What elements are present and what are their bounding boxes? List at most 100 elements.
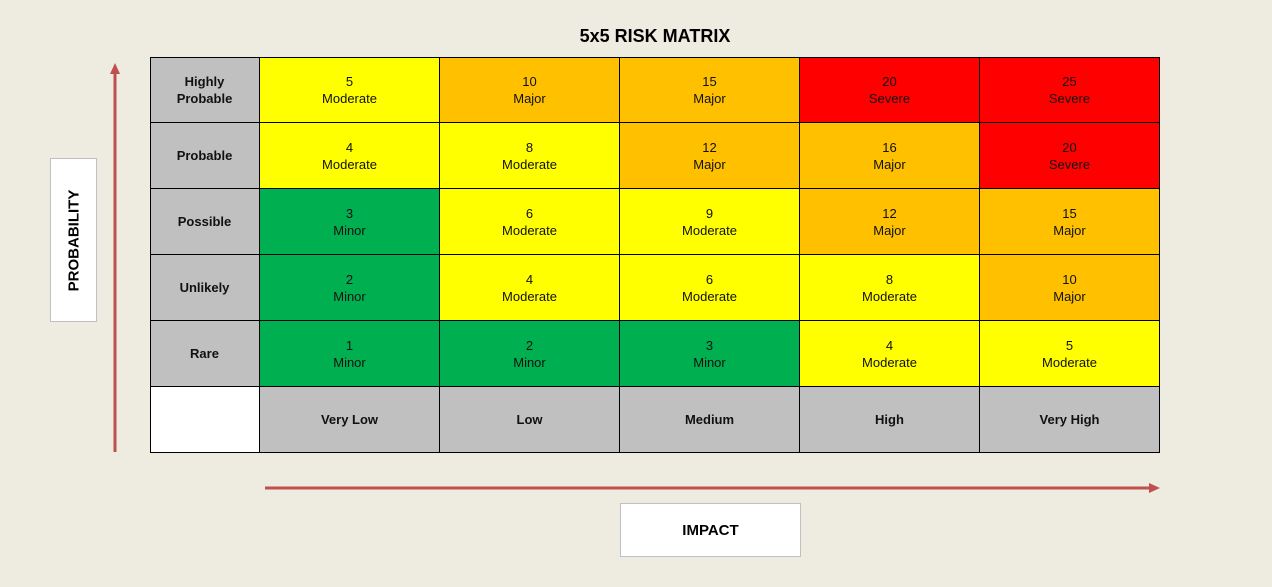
risk-level: Major: [693, 156, 726, 172]
risk-level: Major: [1053, 288, 1086, 304]
risk-level: Major: [513, 90, 546, 106]
risk-cell: 10 Major: [980, 255, 1160, 321]
risk-level: Moderate: [1042, 354, 1097, 370]
risk-cell: 5 Moderate: [260, 57, 440, 123]
risk-cell: 2 Minor: [260, 255, 440, 321]
risk-cell: 15 Major: [980, 189, 1160, 255]
probability-label-text: PROBABILITY: [65, 189, 83, 291]
probability-header-label: Probable: [176, 148, 233, 163]
probability-header: Unlikely: [150, 255, 260, 321]
risk-score: 4: [345, 139, 354, 155]
probability-arrowhead: [110, 63, 120, 74]
probability-header: Possible: [150, 189, 260, 255]
risk-level: Severe: [868, 90, 911, 106]
risk-cell: 16 Major: [800, 123, 980, 189]
risk-level: Major: [1053, 222, 1086, 238]
risk-cell: 4 Moderate: [440, 255, 620, 321]
risk-matrix-grid: Highly Probable 5 Moderate 10 Major 15 Major 20…: [150, 57, 1160, 453]
risk-cell: 6 Moderate: [620, 255, 800, 321]
risk-level: Minor: [333, 288, 366, 304]
risk-level: Major: [873, 222, 906, 238]
impact-axis-label: IMPACT: [620, 503, 801, 557]
risk-level: Major: [693, 90, 726, 106]
risk-cell: 15 Major: [620, 57, 800, 123]
risk-level: Severe: [1048, 156, 1091, 172]
impact-header: Very Low: [260, 387, 440, 453]
risk-cell: 20 Severe: [980, 123, 1160, 189]
risk-cell: 6 Moderate: [440, 189, 620, 255]
probability-header: Highly Probable: [150, 57, 260, 123]
impact-header-label: Medium: [684, 412, 735, 427]
probability-header: Rare: [150, 321, 260, 387]
risk-score: 3: [345, 205, 354, 221]
risk-level: Moderate: [502, 288, 557, 304]
risk-cell: 5 Moderate: [980, 321, 1160, 387]
risk-cell: 3 Minor: [620, 321, 800, 387]
risk-score: 12: [702, 139, 717, 155]
risk-score: 4: [885, 337, 894, 353]
impact-header: Low: [440, 387, 620, 453]
risk-score: 25: [1062, 73, 1077, 89]
risk-score: 2: [345, 271, 354, 287]
risk-score: 2: [525, 337, 534, 353]
risk-level: Minor: [513, 354, 546, 370]
impact-header-label: High: [875, 412, 904, 427]
risk-level: Minor: [693, 354, 726, 370]
risk-score: 8: [885, 271, 894, 287]
risk-score: 3: [705, 337, 714, 353]
risk-score: 15: [1062, 205, 1077, 221]
risk-score: 15: [702, 73, 717, 89]
risk-score: 20: [882, 73, 897, 89]
empty-corner-cell: [150, 387, 260, 453]
risk-score: 5: [345, 73, 354, 89]
impact-header-label: Very Low: [320, 412, 379, 427]
impact-header: Very High: [980, 387, 1160, 453]
impact-header: Medium: [620, 387, 800, 453]
risk-score: 6: [705, 271, 714, 287]
probability-header-label: Highly Probable: [176, 73, 233, 106]
risk-score: 5: [1065, 337, 1074, 353]
probability-axis-label: PROBABILITY: [50, 158, 97, 322]
risk-score: 10: [522, 73, 537, 89]
risk-level: Major: [873, 156, 906, 172]
risk-cell: 8 Moderate: [800, 255, 980, 321]
risk-score: 1: [345, 337, 354, 353]
risk-cell: 4 Moderate: [800, 321, 980, 387]
probability-header-label: Rare: [190, 346, 219, 361]
risk-level: Moderate: [682, 288, 737, 304]
risk-level: Moderate: [322, 90, 377, 106]
risk-cell: 2 Minor: [440, 321, 620, 387]
risk-level: Moderate: [862, 354, 917, 370]
risk-level: Moderate: [682, 222, 737, 238]
impact-arrowhead: [1149, 483, 1160, 493]
risk-level: Severe: [1048, 90, 1091, 106]
risk-score: 6: [525, 205, 534, 221]
impact-header-label: Low: [516, 412, 543, 427]
risk-score: 12: [882, 205, 897, 221]
risk-cell: 10 Major: [440, 57, 620, 123]
risk-cell: 20 Severe: [800, 57, 980, 123]
risk-level: Moderate: [862, 288, 917, 304]
risk-level: Moderate: [322, 156, 377, 172]
risk-cell: 1 Minor: [260, 321, 440, 387]
risk-cell: 12 Major: [800, 189, 980, 255]
risk-score: 9: [705, 205, 714, 221]
risk-cell: 25 Severe: [980, 57, 1160, 123]
probability-header-label: Unlikely: [179, 280, 230, 295]
impact-header: High: [800, 387, 980, 453]
risk-score: 10: [1062, 271, 1077, 287]
risk-cell: 3 Minor: [260, 189, 440, 255]
risk-cell: 12 Major: [620, 123, 800, 189]
risk-level: Minor: [333, 354, 366, 370]
risk-cell: 9 Moderate: [620, 189, 800, 255]
probability-header: Probable: [150, 123, 260, 189]
risk-score: 4: [525, 271, 534, 287]
probability-header-label: Possible: [177, 214, 232, 229]
risk-score: 16: [882, 139, 897, 155]
impact-label-text: IMPACT: [682, 521, 739, 539]
risk-cell: 8 Moderate: [440, 123, 620, 189]
risk-level: Minor: [333, 222, 366, 238]
risk-score: 20: [1062, 139, 1077, 155]
risk-score: 8: [525, 139, 534, 155]
